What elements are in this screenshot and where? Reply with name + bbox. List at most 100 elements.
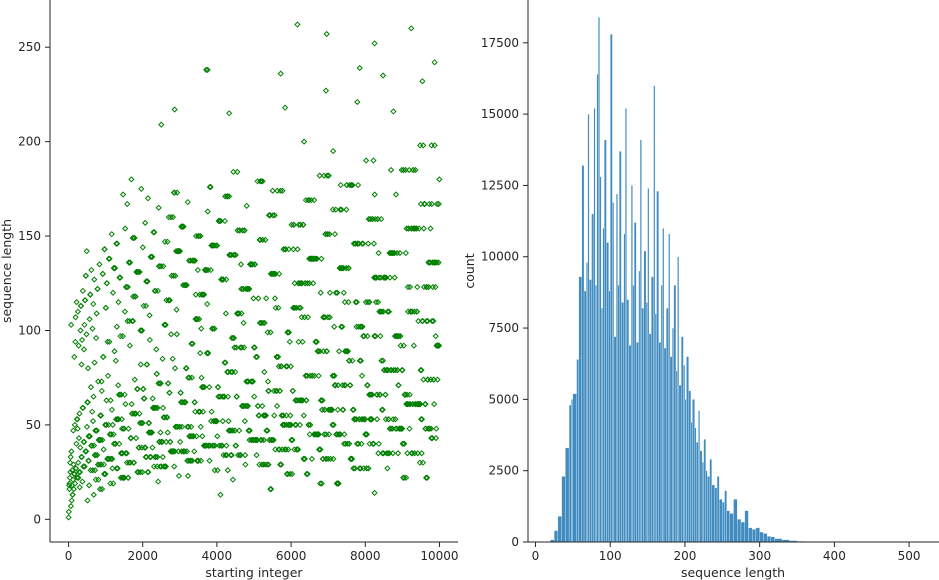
scatter-point	[238, 310, 245, 317]
scatter-point	[223, 442, 230, 449]
scatter-point	[287, 363, 294, 370]
scatter-point	[338, 265, 346, 272]
scatter-point	[400, 342, 407, 349]
scatter-point	[432, 283, 439, 291]
scatter-point	[119, 474, 126, 481]
scatter-point	[84, 365, 92, 372]
scatter-point	[195, 232, 202, 240]
scatter-point	[71, 480, 79, 487]
scatter-point	[316, 446, 323, 453]
scatter-point	[260, 436, 267, 444]
scatter-point	[206, 457, 213, 464]
scatter-point	[365, 465, 372, 472]
scatter-point	[337, 206, 344, 213]
scatter-point	[364, 333, 371, 340]
scatter-point	[325, 431, 333, 438]
scatter-point	[271, 412, 278, 419]
scatter-point	[344, 348, 352, 355]
scatter-point	[314, 431, 322, 438]
scatter-point	[404, 450, 411, 457]
scatter-point	[132, 435, 140, 442]
scatter-point	[147, 453, 154, 461]
histogram-bar	[658, 342, 662, 543]
scatter-point	[269, 212, 277, 219]
scatter-point	[410, 342, 418, 349]
scatter-point	[199, 408, 207, 415]
scatter-point	[252, 353, 260, 361]
scatter-point	[154, 287, 162, 294]
scatter-point	[66, 486, 73, 493]
scatter-point	[179, 223, 186, 230]
scatter-point	[181, 448, 189, 455]
scatter-point	[118, 416, 125, 423]
scatter-point	[287, 412, 294, 419]
scatter-point	[418, 450, 425, 457]
scatter-point	[130, 234, 137, 242]
scatter-point	[381, 274, 389, 281]
scatter-point	[287, 421, 295, 429]
scatter-point	[423, 283, 430, 291]
scatter-point	[89, 467, 96, 474]
scatter-point	[368, 391, 376, 398]
scatter-point	[385, 416, 392, 423]
scatter-point	[182, 399, 189, 406]
scatter-point	[139, 469, 146, 476]
scatter-point-outlier	[408, 25, 415, 32]
histogram-bar	[596, 74, 599, 543]
scatter-point	[195, 408, 202, 415]
scatter-point	[265, 461, 272, 468]
histogram-bar	[554, 530, 559, 543]
histogram-y-tick-label: 2500	[488, 464, 519, 478]
scatter-point	[397, 342, 404, 349]
histogram-bar	[675, 370, 678, 543]
scatter-point	[345, 299, 352, 306]
scatter-point	[191, 399, 198, 406]
scatter-point	[317, 446, 324, 453]
scatter-point	[167, 438, 174, 446]
scatter-point	[314, 348, 321, 355]
scatter-point	[169, 355, 176, 362]
histogram-bar	[572, 393, 577, 543]
scatter-point	[353, 299, 360, 306]
histogram-x-tick-label: 0	[532, 549, 540, 563]
scatter-point	[432, 435, 440, 442]
scatter-point	[224, 467, 231, 474]
scatter-point	[81, 438, 88, 446]
scatter-point	[108, 455, 115, 463]
scatter-x-tick-label: 10000	[420, 549, 458, 563]
scatter-point	[318, 480, 325, 487]
scatter-point	[110, 480, 117, 487]
histogram-bar	[755, 527, 760, 543]
scatter-point	[401, 440, 408, 447]
scatter-point	[349, 357, 356, 364]
scatter-point	[218, 276, 226, 283]
histogram-bar	[583, 290, 587, 543]
scatter-point	[189, 340, 196, 347]
scatter-point	[420, 225, 427, 232]
scatter-point	[108, 231, 115, 238]
scatter-point	[94, 285, 101, 293]
scatter-point	[97, 436, 104, 444]
scatter-point	[301, 455, 308, 463]
scatter-point	[395, 333, 402, 340]
scatter-point	[300, 138, 308, 145]
scatter-point	[89, 408, 96, 415]
scatter-point	[309, 372, 316, 379]
scatter-point	[384, 308, 391, 315]
histogram-bar	[752, 529, 757, 543]
histogram-bar	[678, 384, 682, 543]
scatter-point	[232, 442, 240, 449]
scatter-point	[194, 266, 201, 274]
scatter-point	[150, 463, 158, 470]
scatter-point	[278, 461, 285, 468]
scatter-point	[121, 391, 128, 398]
scatter-point	[233, 393, 240, 400]
scatter-point	[215, 384, 222, 391]
scatter-point	[329, 421, 336, 429]
scatter-point	[304, 280, 311, 287]
scatter-point	[413, 308, 421, 315]
scatter-point	[231, 427, 239, 434]
scatter-point	[418, 416, 425, 423]
scatter-point	[75, 342, 82, 349]
histogram-y-tick-label: 7500	[488, 321, 519, 335]
